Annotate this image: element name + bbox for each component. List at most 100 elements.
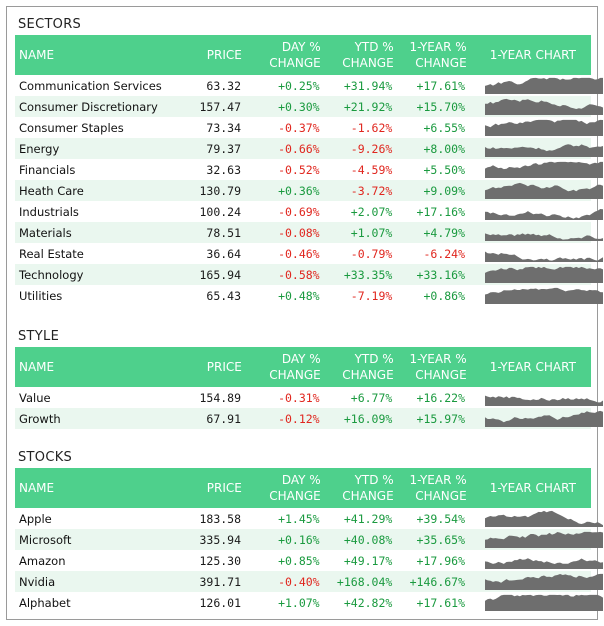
header-1yr-chart: 1-YEAR CHART (489, 360, 576, 374)
row-price: 125.30 (199, 553, 242, 568)
sparkline-area (485, 209, 604, 220)
row-ytd-change: -1.62% (350, 120, 393, 135)
row-1yr-change: -6.24% (423, 246, 466, 261)
sparkline-area (485, 119, 604, 136)
row-day-change: -0.52% (278, 162, 320, 177)
sectors-section: SECTORS NAME PRICE DAY % CHANGE YTD % CHAN… (15, 15, 604, 306)
row-day-change: +0.30% (278, 99, 320, 114)
row-ytd-change: +49.17% (343, 553, 393, 568)
row-1yr-change: +35.65% (416, 532, 466, 547)
sparkline-area (485, 287, 604, 304)
sparkline-chart (465, 552, 604, 569)
row-name: Consumer Discretionary (19, 99, 158, 114)
row-day-change: -0.58% (278, 267, 320, 282)
header-name: NAME (19, 360, 55, 374)
row-day-change: +1.07% (278, 595, 320, 610)
row-1yr-change: +17.16% (416, 204, 466, 219)
row-day-change: -0.37% (278, 120, 320, 135)
table-row: Consumer Discretionary 157.47 +0.30% +21.92… (15, 96, 604, 117)
row-name: Apple (19, 511, 52, 526)
table-row: Growth 67.91 -0.12% +16.09% +15.97% (15, 408, 604, 429)
row-ytd-change: +16.09% (343, 411, 393, 426)
stocks-rows: Apple 183.58 +1.45% +41.29% +39.54% Microsoft… (15, 508, 604, 613)
sparkline-chart (465, 531, 604, 548)
row-price: 130.79 (199, 183, 242, 198)
header-1yr-change: 1-YEAR % CHANGE (409, 352, 467, 382)
header-ytd-change: YTD % CHANGE (342, 473, 394, 503)
row-name: Real Estate (19, 246, 84, 261)
sparkline-chart (465, 182, 604, 199)
row-name: Consumer Staples (19, 120, 124, 135)
sparkline-chart (465, 224, 604, 241)
row-price: 67.91 (206, 411, 242, 426)
sparkline-area (485, 144, 604, 157)
row-ytd-change: -9.26% (350, 141, 393, 156)
sparkline-area (485, 233, 604, 241)
row-price: 73.34 (206, 120, 242, 135)
row-price: 335.94 (199, 532, 242, 547)
header-price: PRICE (206, 481, 242, 495)
row-day-change: +0.85% (278, 553, 320, 568)
header-1yr-change: 1-YEAR % CHANGE (409, 473, 467, 503)
row-name: Energy (19, 141, 60, 156)
table-header: NAME PRICE DAY % CHANGE YTD % CHANGE 1-YEA… (15, 35, 591, 75)
sparkline-area (485, 558, 604, 569)
sparkline-chart (465, 203, 604, 220)
row-name: Heath Care (19, 183, 84, 198)
table-row: Heath Care 130.79 +0.36% -3.72% +9.09% (15, 180, 604, 201)
row-day-change: -0.40% (278, 574, 320, 589)
row-price: 165.94 (199, 267, 242, 282)
sparkline-chart (465, 98, 604, 115)
sparkline-area (485, 77, 604, 94)
row-ytd-change: +168.04% (336, 574, 393, 589)
row-ytd-change: +21.92% (343, 99, 393, 114)
row-ytd-change: +40.08% (343, 532, 393, 547)
sparkline-area (485, 395, 604, 406)
row-name: Industrials (19, 204, 79, 219)
section-title: STYLE (18, 329, 60, 344)
row-ytd-change: +42.82% (343, 595, 393, 610)
header-day-change: DAY % CHANGE (269, 40, 321, 70)
sparkline-chart (465, 140, 604, 157)
row-price: 126.01 (199, 595, 242, 610)
sparkline-chart (465, 119, 604, 136)
row-1yr-change: +17.61% (416, 595, 466, 610)
row-name: Growth (19, 411, 61, 426)
row-name: Communication Services (19, 78, 162, 93)
sparkline-chart (465, 266, 604, 283)
row-ytd-change: +41.29% (343, 511, 393, 526)
sparkline-chart (465, 594, 604, 611)
row-name: Materials (19, 225, 72, 240)
row-1yr-change: +15.70% (416, 99, 466, 114)
row-day-change: -0.08% (278, 225, 320, 240)
row-1yr-change: +16.22% (416, 390, 466, 405)
row-day-change: -0.69% (278, 204, 320, 219)
row-price: 65.43 (206, 288, 242, 303)
row-ytd-change: +2.07% (350, 204, 393, 219)
row-day-change: -0.31% (278, 390, 320, 405)
sparkline-chart (465, 573, 604, 590)
table-row: Energy 79.37 -0.66% -9.26% +8.00% (15, 138, 604, 159)
row-name: Technology (19, 267, 84, 282)
header-day-change: DAY % CHANGE (269, 473, 321, 503)
row-1yr-change: +17.61% (416, 78, 466, 93)
row-name: Nvidia (19, 574, 56, 589)
row-day-change: +1.45% (278, 511, 320, 526)
section-title: SECTORS (18, 17, 82, 32)
row-1yr-change: +146.67% (409, 574, 466, 589)
row-1yr-change: +5.50% (423, 162, 466, 177)
sparkline-chart (465, 389, 604, 406)
table-row: Utilities 65.43 +0.48% -7.19% +0.86% (15, 285, 604, 306)
table-row: Materials 78.51 -0.08% +1.07% +4.79% (15, 222, 604, 243)
table-row: Real Estate 36.64 -0.46% -0.79% -6.24% (15, 243, 604, 264)
table-row: Amazon 125.30 +0.85% +49.17% +17.96% (15, 550, 604, 571)
row-ytd-change: -4.59% (350, 162, 393, 177)
sparkline-area (485, 98, 604, 115)
row-price: 154.89 (199, 390, 242, 405)
table-header: NAME PRICE DAY % CHANGE YTD % CHANGE 1-YEA… (15, 347, 591, 387)
row-ytd-change: +1.07% (350, 225, 393, 240)
sparkline-area (485, 531, 604, 548)
table-row: Apple 183.58 +1.45% +41.29% +39.54% (15, 508, 604, 529)
row-ytd-change: +31.94% (343, 78, 393, 93)
row-price: 183.58 (199, 511, 242, 526)
